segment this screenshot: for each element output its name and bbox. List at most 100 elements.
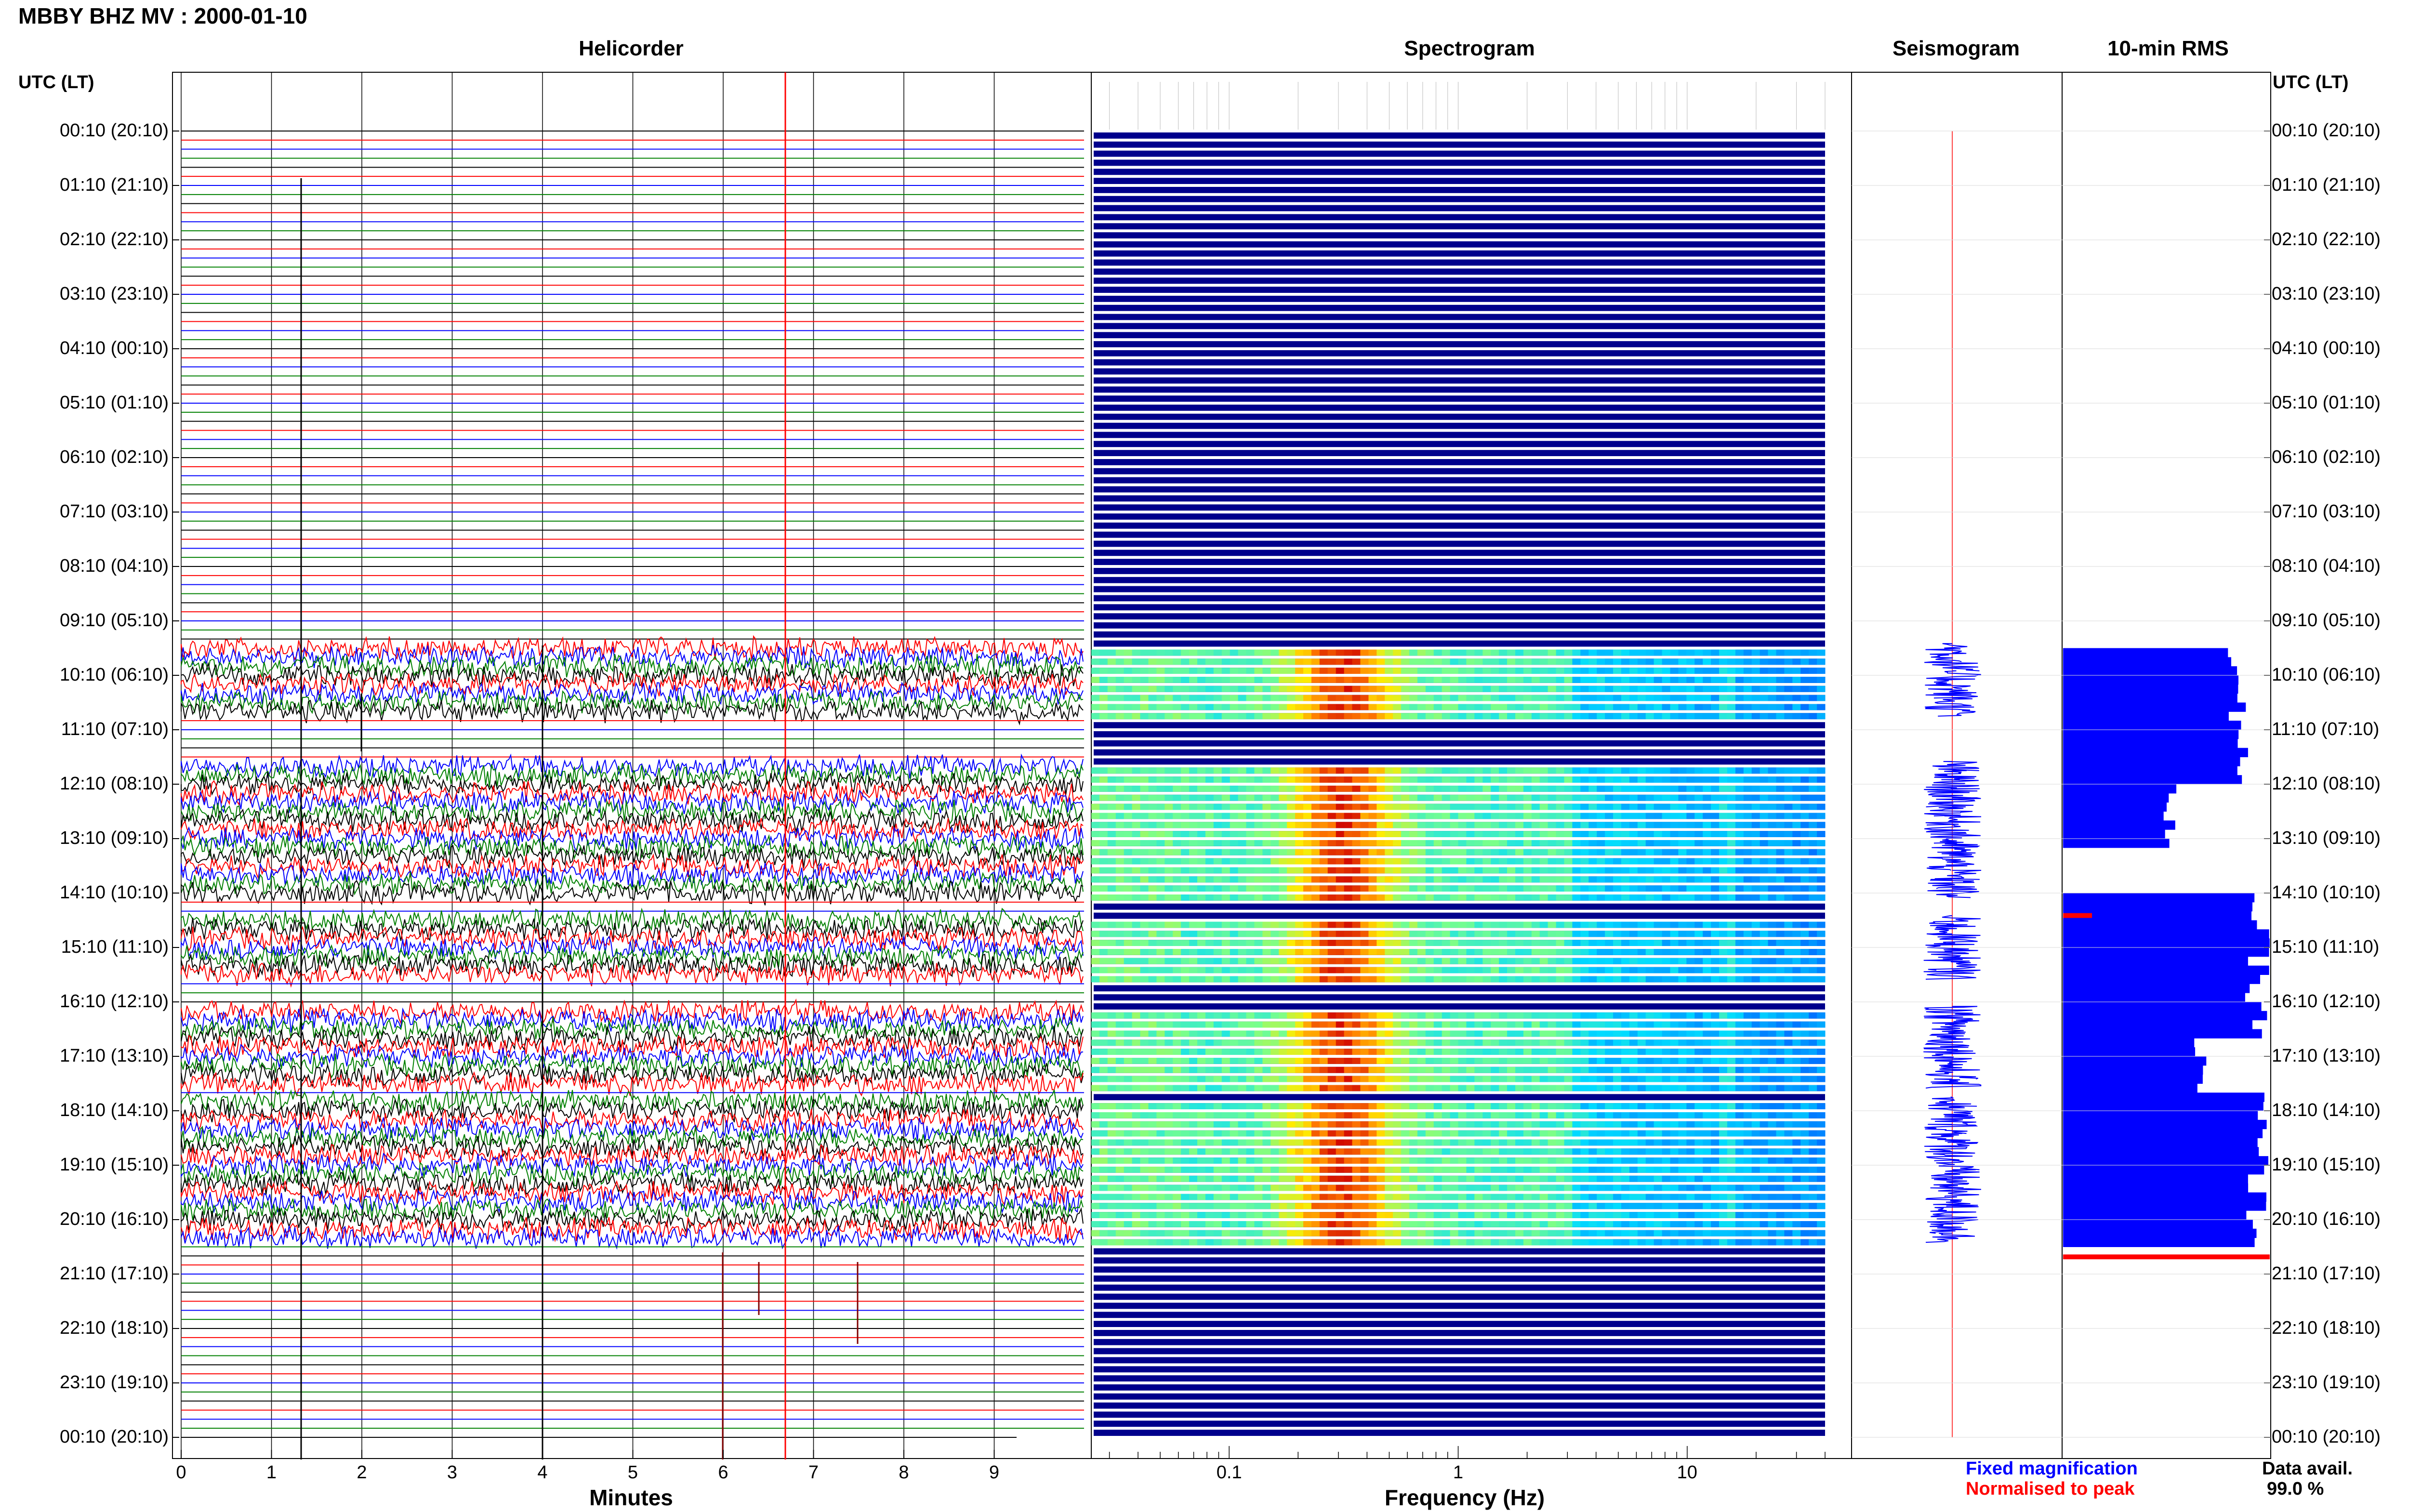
spectrogram-cell bbox=[1360, 967, 1369, 973]
helicorder-trace bbox=[181, 1089, 1084, 1115]
spectrogram-row bbox=[1094, 985, 1825, 992]
spectrogram-row bbox=[1094, 604, 1825, 611]
spectrogram-cell bbox=[1238, 1175, 1246, 1182]
spectrogram-cell bbox=[1181, 1194, 1190, 1200]
spectrogram-cell bbox=[1409, 1157, 1418, 1164]
spectrogram-cell bbox=[1800, 1030, 1809, 1037]
spectrogram-cell bbox=[1213, 894, 1222, 901]
spectrogram-cell bbox=[1221, 1203, 1231, 1210]
spectrogram-cell bbox=[1303, 786, 1312, 792]
spectrogram-cell bbox=[1156, 1021, 1165, 1028]
spectrogram-cell bbox=[1784, 1076, 1793, 1082]
spectrogram-cell bbox=[1148, 831, 1157, 837]
spectrogram-cell bbox=[1719, 867, 1728, 874]
spectrogram-cell bbox=[1703, 967, 1711, 973]
spectrogram-cell bbox=[1588, 713, 1597, 720]
helicorder-trace bbox=[181, 844, 1084, 869]
spectrogram-cell bbox=[1368, 940, 1377, 946]
spectrogram-cell bbox=[1099, 695, 1108, 701]
spectrogram-cell bbox=[1377, 849, 1385, 855]
spectrogram-cell bbox=[1760, 1167, 1768, 1173]
spectrogram-cell bbox=[1425, 931, 1434, 937]
spectrogram-cell bbox=[1515, 876, 1524, 883]
time-label-left: 09:10 (05:10) bbox=[59, 610, 169, 631]
spectrogram-cell bbox=[1727, 940, 1736, 946]
spectrogram-cell bbox=[1817, 1085, 1826, 1091]
spectrogram-cell bbox=[1197, 1130, 1206, 1137]
spectrogram-cell bbox=[1531, 976, 1540, 983]
spectrogram-cell bbox=[1165, 1175, 1173, 1182]
spectrogram-cell bbox=[1221, 1184, 1231, 1191]
spectrogram-cell bbox=[1246, 1121, 1255, 1128]
spectrogram-cell bbox=[1295, 1121, 1304, 1128]
spectrogram-cell bbox=[1091, 1112, 1100, 1118]
spectrogram-cell bbox=[1711, 1121, 1720, 1128]
spectrogram-cell bbox=[1564, 813, 1573, 819]
spectrogram-cell bbox=[1597, 940, 1605, 946]
spectrogram-cell bbox=[1531, 1012, 1540, 1019]
spectrogram-cell bbox=[1727, 1066, 1736, 1073]
spectrogram-cell bbox=[1238, 867, 1246, 874]
spectrogram-cell bbox=[1482, 894, 1491, 901]
spectrogram-cell bbox=[1515, 940, 1524, 946]
spectrogram-cell bbox=[1344, 1103, 1352, 1109]
spectrogram-cell bbox=[1173, 1039, 1181, 1046]
helicorder-trace bbox=[181, 1180, 1084, 1206]
spectrogram-cell bbox=[1515, 822, 1524, 828]
spectrogram-cell bbox=[1295, 967, 1304, 973]
spectrogram-cell bbox=[1368, 767, 1377, 774]
spectrogram-cell bbox=[1205, 967, 1214, 973]
spectrogram-cell bbox=[1474, 776, 1483, 783]
spectrogram-cell bbox=[1613, 822, 1622, 828]
spectrogram-cell bbox=[1466, 1121, 1475, 1128]
spectrogram-cell bbox=[1564, 1167, 1573, 1173]
spectrogram-cell bbox=[1458, 658, 1467, 665]
spectrogram-cell bbox=[1205, 976, 1214, 983]
spectrogram-cell bbox=[1645, 794, 1655, 801]
spectrogram-cell bbox=[1230, 1157, 1239, 1164]
spectrogram-cell bbox=[1548, 921, 1556, 928]
spectrogram-cell bbox=[1385, 921, 1393, 928]
spectrogram-cell bbox=[1458, 822, 1467, 828]
spectrogram-cell bbox=[1425, 885, 1434, 892]
spectrogram-cell bbox=[1230, 695, 1239, 701]
spectrogram-cell bbox=[1254, 786, 1263, 792]
spectrogram-cell bbox=[1703, 786, 1711, 792]
spectrogram-cell bbox=[1539, 876, 1549, 883]
spectrogram-cell bbox=[1205, 831, 1214, 837]
spectrogram-cell bbox=[1393, 885, 1402, 892]
spectrogram-cell bbox=[1678, 885, 1687, 892]
spectrogram-cell bbox=[1491, 876, 1499, 883]
spectrogram-cell bbox=[1662, 858, 1670, 865]
helicorder-trace bbox=[181, 907, 1084, 933]
spectrogram-cell bbox=[1768, 767, 1776, 774]
spectrogram-cell bbox=[1466, 958, 1475, 964]
spectrogram-cell bbox=[1645, 776, 1655, 783]
spectrogram-cell bbox=[1425, 840, 1434, 846]
spectrogram-cell bbox=[1254, 967, 1263, 973]
spectrogram-cell bbox=[1588, 867, 1597, 874]
spectrogram-cell bbox=[1507, 1112, 1516, 1118]
spectrogram-cell bbox=[1246, 1212, 1255, 1218]
spectrogram-cell bbox=[1132, 831, 1140, 837]
spectrogram-cell bbox=[1173, 677, 1181, 683]
spectrogram-cell bbox=[1409, 668, 1418, 674]
spectrogram-cell bbox=[1654, 685, 1662, 692]
spectrogram-cell bbox=[1311, 1139, 1320, 1146]
spectrogram-cell bbox=[1548, 803, 1556, 810]
spectrogram-cell bbox=[1213, 1130, 1222, 1137]
spectrogram-cell bbox=[1531, 1066, 1540, 1073]
spectrogram-cell bbox=[1572, 1184, 1581, 1191]
spectrogram-cell bbox=[1377, 1157, 1385, 1164]
spectrogram-cell bbox=[1817, 858, 1826, 865]
spectrogram-cell bbox=[1637, 1194, 1646, 1200]
spectrogram-cell bbox=[1393, 1167, 1402, 1173]
spectrogram-cell bbox=[1336, 885, 1345, 892]
spectrogram-cell bbox=[1189, 786, 1198, 792]
spectrogram-cell bbox=[1539, 1184, 1549, 1191]
spectrogram-cell bbox=[1507, 822, 1516, 828]
spectrogram-cell bbox=[1287, 1130, 1296, 1137]
spectrogram-cell bbox=[1727, 786, 1736, 792]
spectrogram-cell bbox=[1817, 867, 1826, 874]
spectrogram-cell bbox=[1271, 958, 1279, 964]
